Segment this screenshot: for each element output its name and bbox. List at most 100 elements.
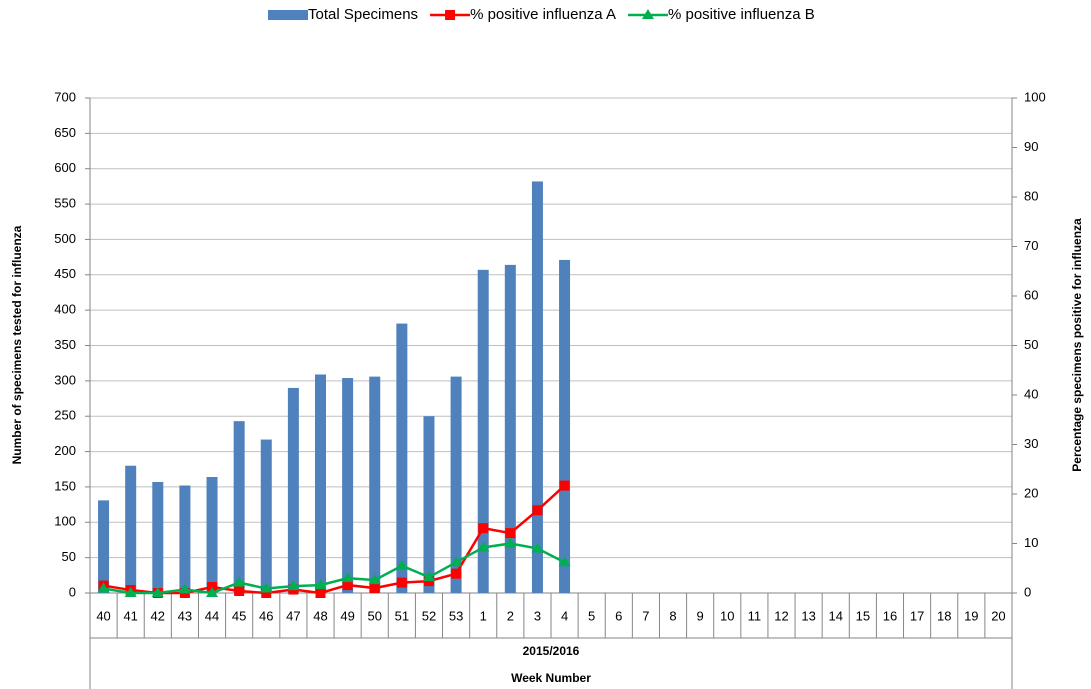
y2-tick-label: 10 — [1024, 535, 1038, 550]
y-tick-label: 650 — [54, 125, 76, 140]
x-tick-label: 20 — [991, 608, 1005, 623]
legend-label: Total Specimens — [308, 6, 418, 23]
legend-label: % positive influenza B — [668, 6, 815, 23]
x-tick-label: 9 — [697, 608, 704, 623]
y2-tick-label: 30 — [1024, 436, 1038, 451]
y-tick-label: 300 — [54, 372, 76, 387]
x-tick-label: 13 — [801, 608, 815, 623]
marker — [369, 583, 380, 594]
x-tick-label: 47 — [286, 608, 300, 623]
x-tick-label: 41 — [123, 608, 137, 623]
y-tick-label: 150 — [54, 478, 76, 493]
marker — [505, 528, 516, 539]
x-tick-label: 40 — [96, 608, 110, 623]
x-tick-label: 52 — [422, 608, 436, 623]
bar — [206, 477, 218, 593]
y-tick-label: 700 — [54, 89, 76, 104]
x-tick-label: 50 — [368, 608, 382, 623]
marker — [450, 556, 463, 567]
bar — [559, 259, 571, 593]
x-tick-label: 45 — [232, 608, 246, 623]
y2-tick-label: 0 — [1024, 584, 1031, 599]
line — [103, 542, 566, 595]
legend-label: % positive influenza A — [470, 6, 616, 23]
bar — [396, 323, 408, 593]
bar — [152, 481, 164, 593]
x-tick-label: 3 — [534, 608, 541, 623]
y-tick-label: 500 — [54, 231, 76, 246]
x-tick-label: 11 — [748, 608, 762, 623]
x-tick-label: 42 — [151, 608, 165, 623]
y2-tick-label: 50 — [1024, 337, 1038, 352]
y2-tick-label: 100 — [1024, 89, 1046, 104]
bar — [504, 264, 516, 593]
x-tick-label: 16 — [883, 608, 897, 623]
y2-tick-label: 70 — [1024, 238, 1038, 253]
bar — [450, 376, 462, 593]
y-axis-title: Number of specimens tested for influenza — [10, 225, 24, 464]
marker — [97, 582, 110, 593]
x-tick-label: 49 — [340, 608, 354, 623]
bar — [98, 500, 110, 593]
x-tick-label: 12 — [774, 608, 788, 623]
x-tick-label: 44 — [205, 608, 219, 623]
bar — [423, 416, 435, 593]
bar — [342, 378, 354, 593]
x-tick-label: 2 — [507, 608, 514, 623]
legend-marker — [445, 10, 456, 20]
marker — [315, 588, 326, 598]
x-tick-label: 14 — [829, 608, 843, 623]
bar — [260, 439, 272, 593]
marker — [151, 587, 164, 597]
x-tick-label: 10 — [720, 608, 734, 623]
x-tick-label: 15 — [856, 608, 870, 623]
marker — [233, 576, 246, 587]
y-tick-label: 0 — [69, 584, 76, 599]
marker — [261, 588, 272, 598]
x-tick-label: 1 — [480, 608, 487, 623]
marker — [234, 586, 245, 597]
y2-axis-title: Percentage specimens positive for influe… — [1070, 218, 1084, 472]
x-tick-label: 17 — [910, 608, 924, 623]
marker — [287, 580, 300, 591]
x-tick-label: 46 — [259, 608, 273, 623]
marker — [395, 559, 408, 570]
marker — [477, 541, 490, 552]
y-tick-label: 450 — [54, 266, 76, 281]
x-tick-label: 48 — [313, 608, 327, 623]
marker — [314, 579, 327, 590]
y2-tick-label: 60 — [1024, 287, 1038, 302]
bar — [287, 387, 299, 593]
y-tick-label: 550 — [54, 196, 76, 211]
x-tick-label: 19 — [964, 608, 978, 623]
marker — [531, 542, 544, 553]
y-tick-label: 600 — [54, 160, 76, 175]
marker — [451, 568, 462, 579]
bar — [369, 376, 381, 593]
x-tick-label: 51 — [395, 608, 409, 623]
marker — [206, 587, 219, 597]
y2-tick-label: 90 — [1024, 139, 1038, 154]
marker — [422, 571, 435, 582]
x-tick-label: 18 — [937, 608, 951, 623]
x-tick-label: 53 — [449, 608, 463, 623]
marker — [558, 556, 571, 567]
y2-tick-label: 20 — [1024, 485, 1038, 500]
marker — [341, 572, 354, 583]
y-tick-label: 400 — [54, 302, 76, 317]
marker — [504, 537, 517, 548]
legend-marker — [641, 9, 654, 19]
y-tick-label: 250 — [54, 408, 76, 423]
marker — [260, 582, 273, 593]
marker — [368, 574, 381, 585]
marker — [178, 583, 191, 594]
bar — [233, 421, 245, 593]
x-axis-title: Week Number — [511, 671, 591, 685]
y-tick-label: 350 — [54, 337, 76, 352]
y-tick-label: 50 — [62, 549, 76, 564]
x-tick-label: 7 — [642, 608, 649, 623]
x-tick-label: 43 — [178, 608, 192, 623]
line — [103, 484, 566, 595]
x-tick-label: 4 — [561, 608, 568, 623]
